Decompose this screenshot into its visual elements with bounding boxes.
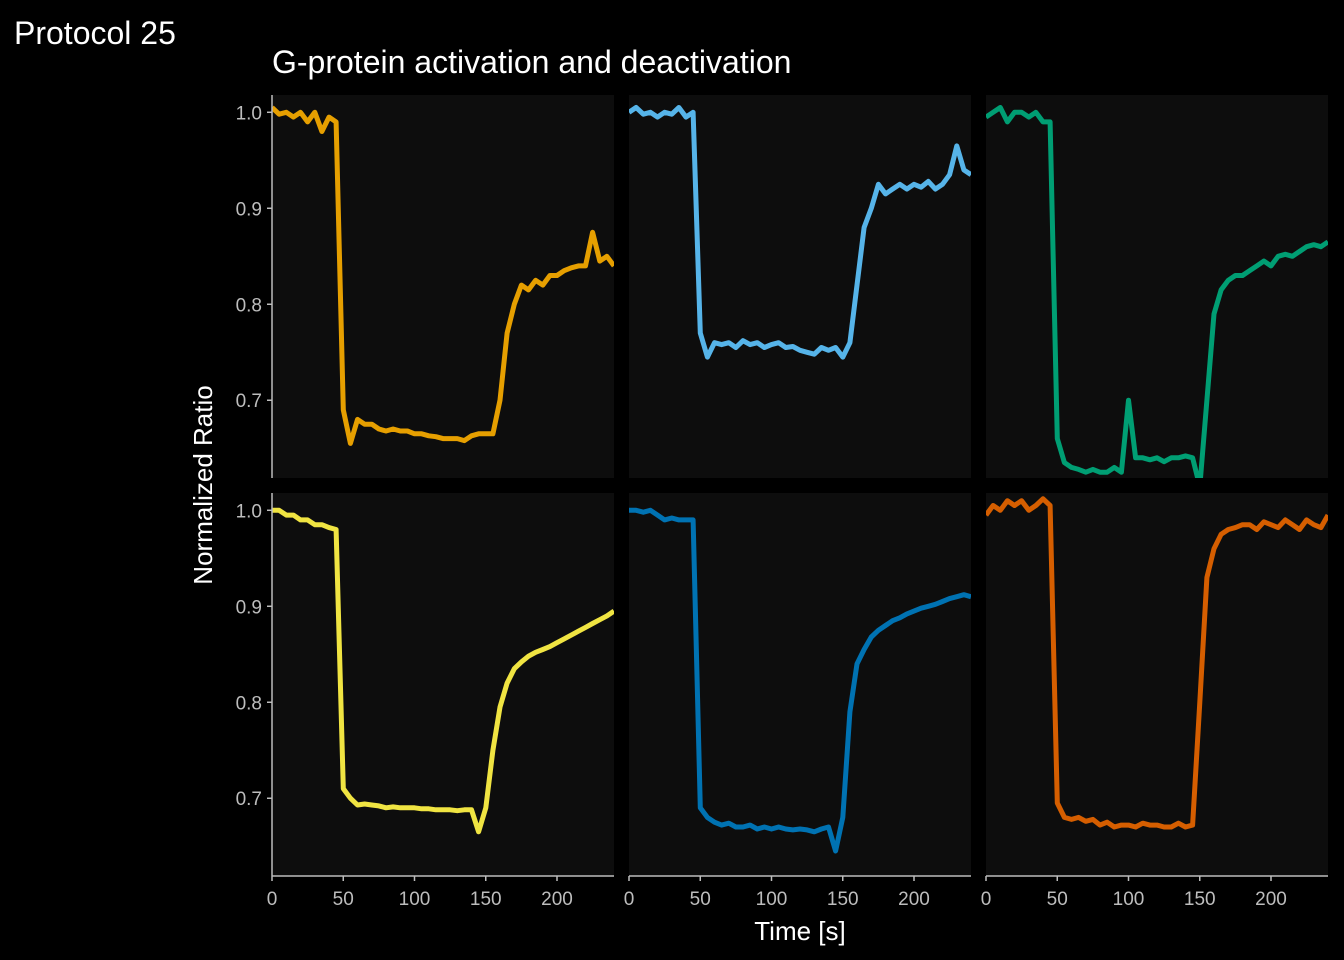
panels: 0.7 0.8 0.9 1.0 0.7 0.8 0.9 1.0 0 50 100 150 200 0 50 1… (236, 95, 1328, 910)
x-tick-label: 150 (1184, 889, 1216, 910)
y-tick-label: 0.9 (236, 597, 262, 618)
panel-background (272, 95, 614, 478)
panel-background (272, 493, 614, 876)
x-tick-label: 50 (690, 889, 711, 910)
x-tick-label: 100 (1113, 889, 1145, 910)
series-line-panel-5 (629, 507, 971, 854)
panel-background (629, 493, 971, 876)
series-line-panel-1 (272, 105, 614, 446)
series-line-panel-4 (272, 507, 614, 835)
x-axis-label: Time [s] (754, 916, 845, 946)
x-tick-label: 0 (624, 889, 635, 910)
y-tick-label: 1.0 (236, 103, 262, 124)
chart-subtitle: G-protein activation and deactivation (272, 44, 791, 80)
y-tick-label: 0.8 (236, 295, 262, 316)
x-tick-label: 50 (1047, 889, 1068, 910)
x-tick-label: 150 (470, 889, 502, 910)
panel-background (986, 493, 1328, 876)
x-tick-label: 100 (756, 889, 788, 910)
y-tick-label: 0.8 (236, 693, 262, 714)
y-tick-label: 0.7 (236, 789, 262, 810)
x-tick-label: 150 (827, 889, 859, 910)
series-line-panel-2 (629, 105, 971, 360)
x-tick-label: 200 (1255, 889, 1287, 910)
y-axis-label: Normalized Ratio (188, 385, 218, 584)
x-tick-label: 100 (399, 889, 431, 910)
y-tick-label: 1.0 (236, 501, 262, 522)
chart-title: Protocol 25 (14, 15, 176, 51)
panel-background (629, 95, 971, 478)
x-tick-label: 0 (267, 889, 278, 910)
series-line-panel-6 (986, 496, 1328, 830)
series-line-panel-3 (986, 105, 1328, 478)
x-tick-label: 200 (541, 889, 573, 910)
x-tick-label: 200 (898, 889, 930, 910)
y-tick-label: 0.7 (236, 391, 262, 412)
x-tick-label: 50 (333, 889, 354, 910)
panel-background (986, 95, 1328, 478)
y-tick-label: 0.9 (236, 199, 262, 220)
x-tick-label: 0 (981, 889, 992, 910)
